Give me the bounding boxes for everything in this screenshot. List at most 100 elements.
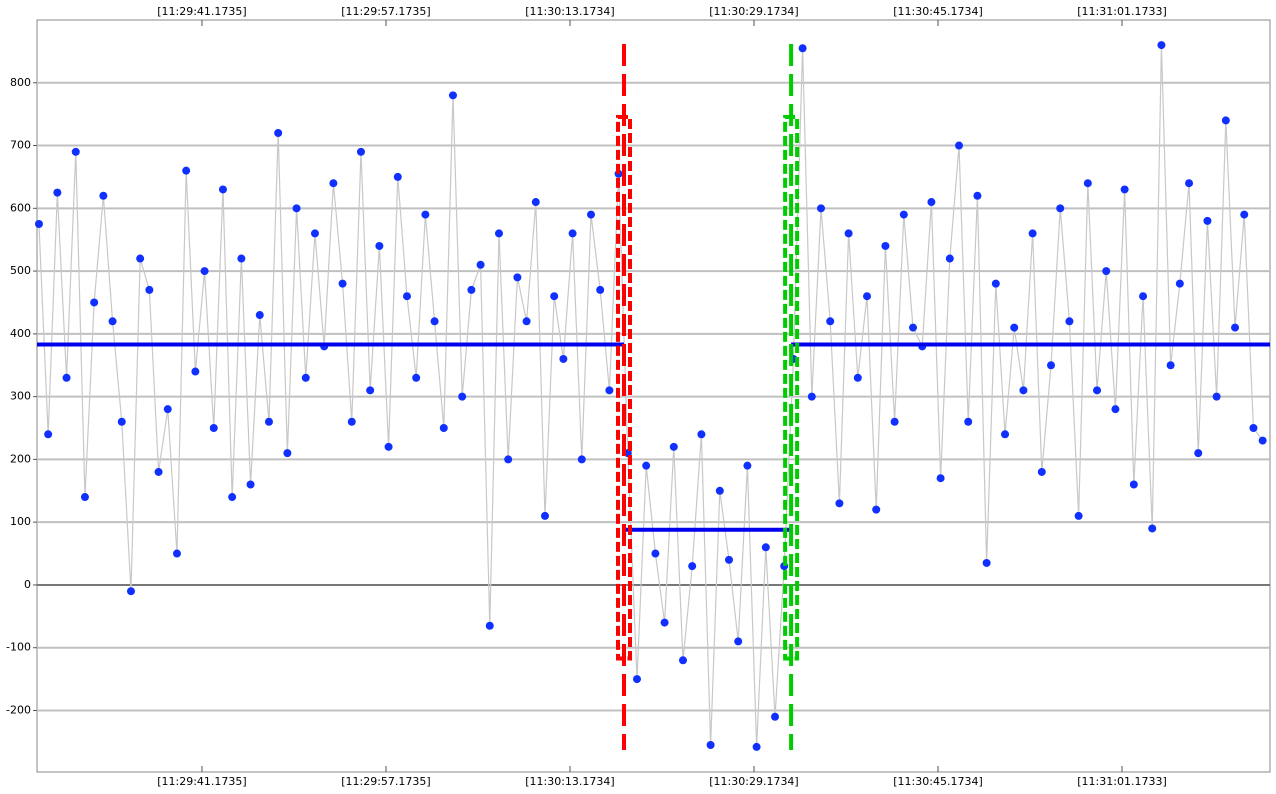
data-point bbox=[559, 354, 568, 363]
data-point bbox=[126, 587, 135, 596]
data-point bbox=[1148, 524, 1157, 533]
data-point bbox=[909, 323, 918, 332]
data-point bbox=[945, 254, 954, 263]
data-point bbox=[108, 317, 117, 326]
data-point bbox=[439, 424, 448, 433]
data-point bbox=[955, 141, 964, 150]
data-point bbox=[62, 373, 71, 382]
data-point bbox=[485, 621, 494, 630]
data-point bbox=[467, 285, 476, 294]
data-point bbox=[476, 260, 485, 269]
data-point bbox=[725, 555, 734, 564]
data-point bbox=[99, 191, 108, 200]
data-point bbox=[826, 317, 835, 326]
data-point bbox=[412, 373, 421, 382]
data-point bbox=[771, 712, 780, 721]
data-point bbox=[1019, 386, 1028, 395]
data-point bbox=[1212, 392, 1221, 401]
data-point bbox=[1258, 436, 1267, 445]
data-point bbox=[1056, 204, 1065, 213]
x-tick-label-bottom: [11:29:57.1735] bbox=[341, 775, 430, 788]
y-tick-label: 100 bbox=[10, 515, 31, 528]
x-tick-label-top: [11:31:01.1733] bbox=[1077, 5, 1166, 18]
data-point bbox=[890, 417, 899, 426]
data-point bbox=[347, 417, 356, 426]
data-point bbox=[513, 273, 522, 282]
data-point bbox=[872, 505, 881, 514]
data-point bbox=[642, 461, 651, 470]
data-point bbox=[734, 637, 743, 646]
y-tick-label: 300 bbox=[10, 390, 31, 403]
data-point bbox=[356, 147, 365, 156]
data-point bbox=[375, 241, 384, 250]
x-tick-label-top: [11:29:57.1735] bbox=[341, 5, 430, 18]
y-tick-label: -200 bbox=[6, 703, 31, 716]
data-point bbox=[421, 210, 430, 219]
y-tick-label: 500 bbox=[10, 264, 31, 277]
data-point bbox=[706, 741, 715, 750]
data-point bbox=[53, 188, 62, 197]
data-point bbox=[80, 493, 89, 502]
data-point bbox=[71, 147, 80, 156]
data-point bbox=[632, 675, 641, 684]
data-point bbox=[393, 172, 402, 181]
data-point bbox=[817, 204, 826, 213]
data-point bbox=[688, 562, 697, 571]
data-point bbox=[384, 442, 393, 451]
data-point bbox=[982, 558, 991, 567]
data-point bbox=[1139, 292, 1148, 301]
data-point bbox=[835, 499, 844, 508]
y-tick-label: 600 bbox=[10, 201, 31, 214]
data-point bbox=[540, 511, 549, 520]
data-point bbox=[531, 198, 540, 207]
data-point bbox=[246, 480, 255, 489]
data-point bbox=[927, 198, 936, 207]
data-point bbox=[44, 430, 53, 439]
data-point bbox=[117, 417, 126, 426]
marker-band bbox=[783, 115, 800, 661]
data-point bbox=[1221, 116, 1230, 125]
data-point bbox=[1120, 185, 1129, 194]
data-point bbox=[1203, 216, 1212, 225]
data-point bbox=[292, 204, 301, 213]
data-point bbox=[669, 442, 678, 451]
data-point bbox=[329, 179, 338, 188]
data-point bbox=[200, 267, 209, 276]
data-point bbox=[1074, 511, 1083, 520]
data-point bbox=[255, 311, 264, 320]
x-tick-label-top: [11:30:13.1734] bbox=[525, 5, 614, 18]
data-point bbox=[1166, 361, 1175, 370]
data-point bbox=[310, 229, 319, 238]
data-point bbox=[458, 392, 467, 401]
data-point bbox=[752, 742, 761, 751]
data-point bbox=[237, 254, 246, 263]
data-point bbox=[1129, 480, 1138, 489]
y-tick-label: 400 bbox=[10, 327, 31, 340]
data-point bbox=[1111, 405, 1120, 414]
data-point bbox=[715, 486, 724, 495]
data-point bbox=[163, 405, 172, 414]
data-point bbox=[522, 317, 531, 326]
data-point bbox=[172, 549, 181, 558]
y-tick-label: -100 bbox=[6, 641, 31, 654]
data-point bbox=[136, 254, 145, 263]
data-point bbox=[1065, 317, 1074, 326]
data-point bbox=[577, 455, 586, 464]
y-tick-label: 700 bbox=[10, 139, 31, 152]
data-point bbox=[494, 229, 503, 238]
data-point bbox=[991, 279, 1000, 288]
data-point bbox=[798, 44, 807, 53]
x-tick-label-bottom: [11:31:01.1733] bbox=[1077, 775, 1166, 788]
data-point bbox=[550, 292, 559, 301]
data-point bbox=[1093, 386, 1102, 395]
data-point bbox=[1083, 179, 1092, 188]
data-point bbox=[283, 449, 292, 458]
data-point bbox=[448, 91, 457, 100]
data-point bbox=[274, 128, 283, 137]
data-point bbox=[430, 317, 439, 326]
data-point bbox=[936, 474, 945, 483]
series-line bbox=[38, 45, 1264, 747]
x-tick-label-bottom: [11:29:41.1735] bbox=[157, 775, 246, 788]
data-point bbox=[1047, 361, 1056, 370]
